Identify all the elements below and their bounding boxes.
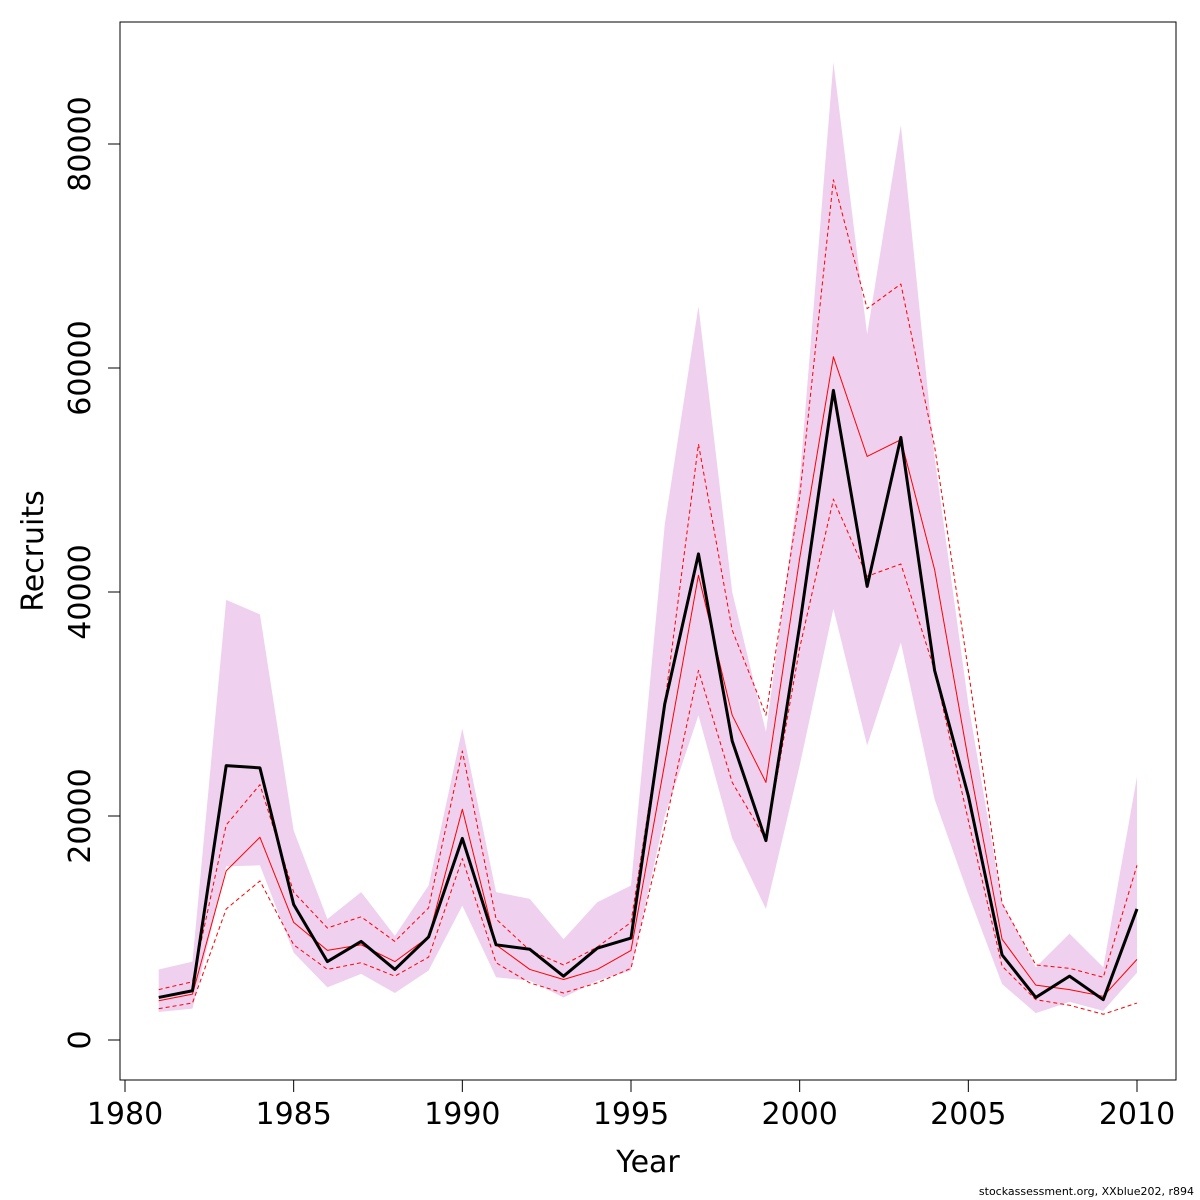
y-tick-label: 60000	[63, 320, 98, 415]
series-line-median	[158, 356, 1138, 1002]
y-axis: 0 20000 40000 60000 80000	[63, 96, 121, 1050]
y-tick-label: 20000	[63, 768, 98, 863]
x-tick-label: 1995	[593, 1097, 669, 1132]
plot-frame	[119, 21, 1177, 1081]
y-tick-label: 80000	[63, 96, 98, 191]
y-tick-label: 40000	[63, 544, 98, 639]
x-tick-label: 2005	[930, 1097, 1006, 1132]
plot-area	[158, 62, 1139, 1015]
x-axis: 1980 1985 1990 1995 2000 2005 2010	[87, 1079, 1175, 1132]
y-axis-title: Recruits	[16, 490, 51, 612]
x-tick-label: 2010	[1099, 1097, 1175, 1132]
series-line-estimate	[158, 388, 1139, 1002]
x-axis-title: Year	[615, 1145, 680, 1180]
x-tick-label: 2000	[761, 1097, 837, 1132]
x-tick-label: 1985	[255, 1097, 331, 1132]
x-tick-label: 1980	[87, 1097, 163, 1132]
y-tick-label: 0	[63, 1030, 98, 1049]
series-line-lower-dashed	[158, 498, 1138, 1015]
confidence-band	[158, 62, 1137, 1014]
footer-credit: stockassessment.org, XXblue202, r894	[978, 1185, 1194, 1198]
x-tick-label: 1990	[424, 1097, 500, 1132]
series-line-upper-dashed	[158, 179, 1138, 991]
